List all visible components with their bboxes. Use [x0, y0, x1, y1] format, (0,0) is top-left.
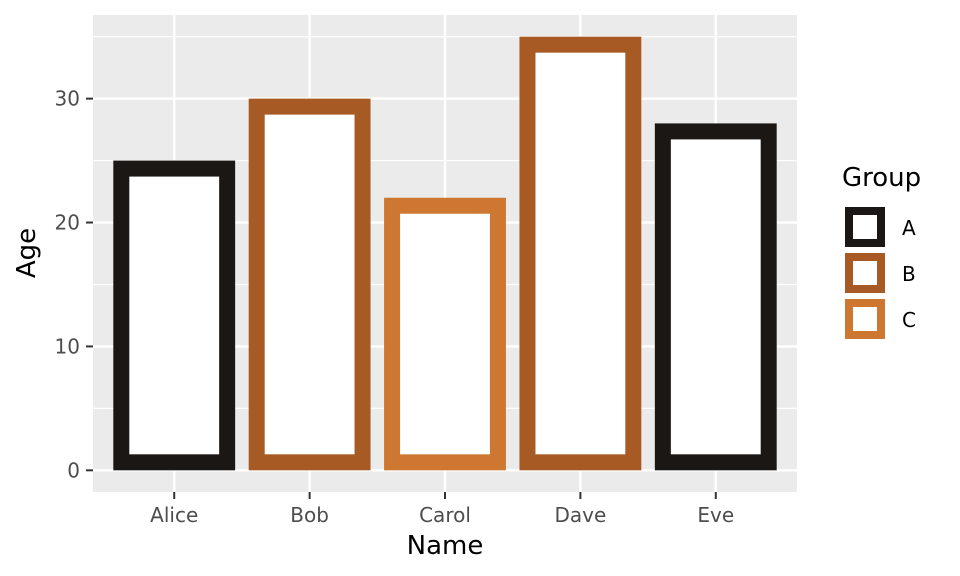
y-tick-label: 10	[55, 334, 80, 358]
x-tick-label: Bob	[290, 503, 329, 527]
legend-title: Group	[842, 163, 921, 193]
legend: Group ABC	[842, 163, 921, 342]
legend-label-c: C	[902, 308, 916, 332]
x-tick-label: Alice	[150, 503, 198, 527]
x-axis-title: Name	[407, 531, 484, 561]
bar-alice	[113, 160, 236, 471]
legend-label-b: B	[902, 262, 916, 286]
legend-key-b	[845, 253, 885, 293]
x-tick-label: Dave	[554, 503, 606, 527]
y-tick-label: 0	[67, 458, 80, 482]
x-tick-label: Carol	[419, 503, 471, 527]
legend-key-a	[845, 207, 885, 247]
bar-bob	[248, 98, 371, 471]
x-tick-label: Eve	[697, 503, 734, 527]
y-tick-label: 20	[55, 211, 80, 235]
bar-dave	[519, 36, 642, 471]
legend-label-a: A	[902, 216, 916, 240]
legend-key-c	[845, 299, 885, 339]
y-axis: 0 10 20 30	[55, 87, 93, 482]
y-axis-title: Age	[12, 228, 42, 278]
bars	[113, 36, 777, 471]
bar-carol	[384, 197, 506, 471]
y-tick-label: 30	[55, 87, 80, 111]
x-axis: Alice Bob Carol Dave Eve	[150, 492, 734, 527]
bar-eve	[654, 123, 777, 471]
